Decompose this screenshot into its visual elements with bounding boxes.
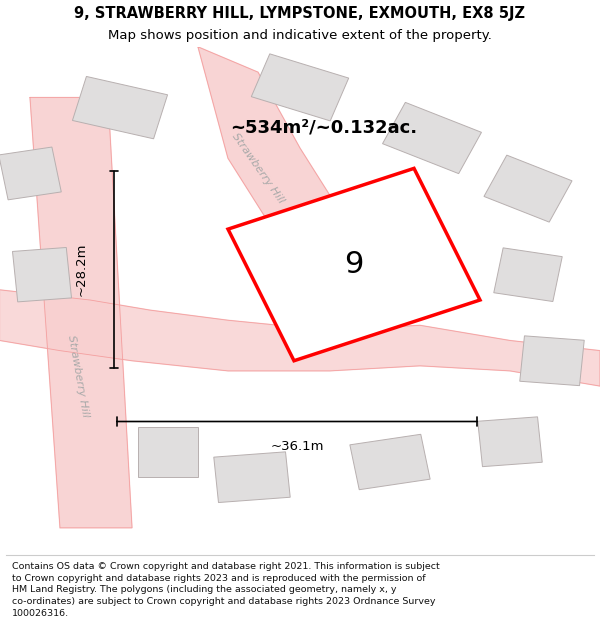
- Polygon shape: [73, 76, 167, 139]
- Polygon shape: [228, 168, 480, 361]
- Text: Strawberry Hill: Strawberry Hill: [230, 131, 286, 206]
- Text: ~534m²/~0.132ac.: ~534m²/~0.132ac.: [230, 119, 418, 137]
- Text: 9: 9: [344, 250, 364, 279]
- Polygon shape: [138, 426, 198, 478]
- Text: Strawberry Hill: Strawberry Hill: [66, 334, 90, 418]
- Polygon shape: [383, 102, 481, 174]
- Polygon shape: [198, 47, 390, 310]
- Polygon shape: [520, 336, 584, 386]
- Text: ~28.2m: ~28.2m: [74, 243, 88, 296]
- Polygon shape: [251, 54, 349, 121]
- Polygon shape: [13, 248, 71, 302]
- Polygon shape: [0, 147, 61, 200]
- Text: 9, STRAWBERRY HILL, LYMPSTONE, EXMOUTH, EX8 5JZ: 9, STRAWBERRY HILL, LYMPSTONE, EXMOUTH, …: [74, 6, 526, 21]
- Polygon shape: [484, 155, 572, 222]
- Polygon shape: [350, 434, 430, 490]
- Polygon shape: [214, 452, 290, 503]
- Text: Contains OS data © Crown copyright and database right 2021. This information is : Contains OS data © Crown copyright and d…: [12, 562, 440, 618]
- Polygon shape: [30, 98, 132, 528]
- Polygon shape: [0, 290, 600, 386]
- Text: ~36.1m: ~36.1m: [270, 440, 324, 453]
- Polygon shape: [478, 417, 542, 467]
- Text: Map shows position and indicative extent of the property.: Map shows position and indicative extent…: [108, 29, 492, 42]
- Polygon shape: [494, 248, 562, 301]
